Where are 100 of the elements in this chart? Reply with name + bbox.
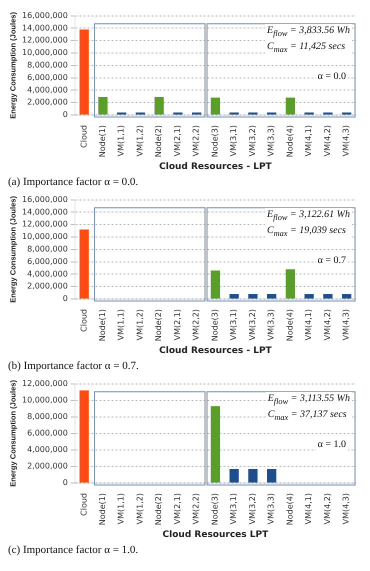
x-tick-label: VM(4,2) (322, 492, 332, 524)
x-tick-label: VM(4,2) (322, 308, 332, 340)
bar (210, 98, 220, 114)
bar (154, 97, 164, 114)
x-tick-label: VM(1,1) (116, 124, 126, 156)
y-tick-label: 4,000,000 (27, 269, 68, 278)
x-tick-label: VM(1,1) (116, 492, 126, 524)
x-tick-label: VM(4,1) (304, 124, 314, 156)
annotation: α = 1.0 (318, 438, 346, 451)
x-tick-label: Node(2) (154, 308, 164, 342)
x-tick-label: VM(2,2) (192, 308, 201, 340)
bar (267, 294, 276, 298)
bar (323, 294, 333, 298)
y-tick-label: 2,000,000 (27, 462, 68, 471)
x-tick-label: VM(1,1) (116, 308, 126, 340)
text: (c) Importance factor α = 1.0. (8, 543, 140, 558)
y-tick-label: 10,000,000 (22, 232, 68, 242)
text: (b) Importance factor α = 0.7. (8, 359, 140, 374)
x-axis-title: Cloud Resources - LPT (159, 346, 273, 356)
y-tick-label: 12,000,000 (22, 36, 68, 45)
annotation: E$_{flow}$ = 3,122.61 Wh (266, 208, 350, 224)
x-tick-label: VM(2,1) (172, 492, 182, 524)
bar (210, 406, 220, 482)
annotation: C$_{max}$ = 11,425 secs (266, 40, 346, 56)
x-tick-label: VM(4,3) (342, 308, 351, 340)
x-tick-label: Node(3) (210, 492, 220, 526)
annotation: C$_{max}$ = 19,039 secs (266, 224, 347, 240)
annotation: E$_{flow}$ = 3,833.56 Wh (266, 24, 350, 40)
annotation: α = 0.0 (318, 70, 346, 83)
x-tick-label: VM(1,2) (135, 492, 144, 524)
y-tick-label: 14,000,000 (22, 23, 68, 32)
bar (248, 468, 258, 482)
y-tick-label: 12,000,000 (22, 378, 68, 388)
bar (230, 468, 239, 482)
x-tick-label: VM(4,3) (342, 124, 351, 156)
x-tick-label: Node(1) (98, 308, 107, 342)
bar (248, 294, 258, 298)
x-axis-title: Cloud Resources - LPT (159, 162, 273, 172)
annotation: E$_{flow}$ = 3,113.55 Wh (268, 392, 350, 408)
x-tick-label: VM(3,2) (248, 492, 257, 524)
x-tick-label: Node(4) (285, 124, 294, 158)
bar (80, 29, 89, 114)
bar (80, 230, 89, 298)
x-tick-label: VM(3,3) (266, 308, 276, 340)
y-tick-label: 16,000,000 (22, 194, 68, 204)
y-tick-label: 16,000,000 (22, 10, 68, 20)
x-tick-label: VM(4,1) (304, 492, 314, 524)
y-tick-label: 8,000,000 (27, 60, 68, 70)
x-tick-label: VM(3,1) (229, 308, 238, 340)
y-tick-label: 4,000,000 (27, 85, 68, 94)
x-tick-label: Node(1) (98, 492, 107, 526)
x-tick-label: VM(3,1) (229, 492, 238, 524)
y-tick-label: 6,000,000 (27, 256, 68, 266)
x-tick-label: VM(1,2) (135, 308, 144, 340)
y-tick-label: 10,000,000 (22, 395, 68, 404)
bar (267, 468, 276, 482)
bar (342, 294, 352, 298)
x-tick-label: VM(3,2) (248, 308, 257, 340)
text: (a) Importance factor α = 0.0. (8, 175, 140, 190)
x-tick-label: Node(4) (285, 308, 294, 342)
bar (304, 294, 314, 298)
bar (230, 294, 239, 298)
x-tick-label: VM(2,1) (172, 124, 182, 156)
y-tick-label: 8,000,000 (27, 244, 68, 254)
x-tick-label: VM(4,2) (322, 124, 332, 156)
x-tick-label: Cloud (79, 492, 88, 516)
y-tick-label: 0 (62, 110, 68, 120)
y-tick-label: 0 (62, 478, 68, 488)
y-tick-label: 10,000,000 (22, 48, 68, 58)
x-tick-label: VM(3,2) (248, 124, 257, 156)
bar (98, 97, 108, 114)
x-tick-label: VM(1,2) (135, 124, 144, 156)
x-axis-title: Cloud Resources LPT (162, 530, 270, 540)
y-tick-label: 0 (62, 294, 68, 304)
y-tick-label: 8,000,000 (27, 412, 68, 421)
annotation: C$_{max}$ = 37,137 secs (268, 408, 348, 424)
x-tick-label: Node(2) (154, 124, 164, 158)
x-tick-label: Node(1) (98, 124, 107, 158)
y-tick-label: 14,000,000 (22, 207, 68, 216)
x-tick-label: VM(2,1) (172, 308, 182, 340)
y-tick-label: 2,000,000 (27, 98, 68, 107)
y-tick-label: 2,000,000 (27, 282, 68, 291)
bar (210, 270, 220, 298)
x-tick-label: Cloud (79, 308, 88, 332)
x-tick-label: Node(3) (210, 308, 220, 342)
annotation: α = 0.7 (318, 254, 346, 267)
y-tick-label: 6,000,000 (27, 428, 68, 438)
x-tick-label: VM(4,3) (342, 492, 351, 524)
bar (80, 390, 89, 482)
x-tick-label: VM(4,1) (304, 308, 314, 340)
y-tick-label: 6,000,000 (27, 72, 68, 82)
bar (286, 269, 296, 298)
x-tick-label: Cloud (79, 124, 88, 148)
x-tick-label: VM(2,2) (192, 124, 201, 156)
x-tick-label: VM(3,3) (266, 492, 276, 524)
x-tick-label: Node(4) (285, 492, 294, 526)
y-tick-label: 4,000,000 (27, 445, 68, 454)
x-tick-label: VM(2,2) (192, 492, 201, 524)
y-tick-label: 12,000,000 (22, 220, 68, 229)
x-tick-label: Node(3) (210, 124, 220, 158)
